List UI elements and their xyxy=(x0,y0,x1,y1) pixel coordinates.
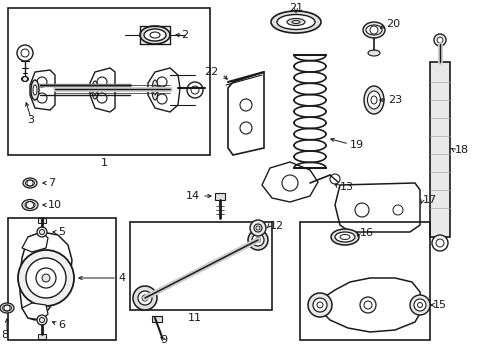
Bar xyxy=(38,218,46,223)
Polygon shape xyxy=(22,232,48,252)
Ellipse shape xyxy=(33,85,37,95)
Text: 8: 8 xyxy=(1,330,9,340)
Circle shape xyxy=(359,297,375,313)
Ellipse shape xyxy=(140,26,170,44)
Circle shape xyxy=(17,45,33,61)
Bar xyxy=(130,222,271,310)
Circle shape xyxy=(433,34,445,46)
Ellipse shape xyxy=(334,232,354,242)
Ellipse shape xyxy=(367,91,380,109)
Circle shape xyxy=(37,315,47,325)
Text: 5: 5 xyxy=(58,227,65,237)
Text: 14: 14 xyxy=(185,191,200,201)
Text: 10: 10 xyxy=(48,200,62,210)
Polygon shape xyxy=(148,68,180,112)
Circle shape xyxy=(133,286,157,310)
Text: 18: 18 xyxy=(454,145,468,155)
Ellipse shape xyxy=(276,14,314,30)
Text: 17: 17 xyxy=(422,195,436,205)
Text: 6: 6 xyxy=(58,320,65,330)
Circle shape xyxy=(37,227,47,237)
Ellipse shape xyxy=(23,178,37,188)
Text: 3: 3 xyxy=(27,115,35,125)
Text: 11: 11 xyxy=(187,313,202,323)
Circle shape xyxy=(42,274,50,282)
Ellipse shape xyxy=(367,50,379,56)
Ellipse shape xyxy=(22,199,38,211)
Circle shape xyxy=(307,293,331,317)
Circle shape xyxy=(329,174,339,184)
Text: 12: 12 xyxy=(269,221,284,231)
Polygon shape xyxy=(22,303,48,320)
Text: 7: 7 xyxy=(48,178,55,188)
Polygon shape xyxy=(334,183,419,232)
Ellipse shape xyxy=(31,80,39,100)
Ellipse shape xyxy=(363,86,383,114)
Text: 15: 15 xyxy=(432,300,446,310)
Circle shape xyxy=(18,250,74,306)
Ellipse shape xyxy=(365,25,381,35)
Circle shape xyxy=(431,235,447,251)
Circle shape xyxy=(413,299,425,311)
Ellipse shape xyxy=(270,11,320,33)
Text: 4: 4 xyxy=(118,273,125,283)
Polygon shape xyxy=(90,68,115,112)
Polygon shape xyxy=(20,232,72,320)
Ellipse shape xyxy=(2,305,12,311)
Ellipse shape xyxy=(93,86,96,95)
Bar xyxy=(8,8,209,155)
Text: 1: 1 xyxy=(101,158,107,168)
Text: 19: 19 xyxy=(349,140,364,150)
Circle shape xyxy=(249,220,265,236)
Bar xyxy=(8,218,116,340)
Text: 13: 13 xyxy=(339,182,353,192)
Text: 20: 20 xyxy=(385,19,399,29)
Polygon shape xyxy=(227,72,264,155)
Ellipse shape xyxy=(330,229,358,245)
Ellipse shape xyxy=(25,180,35,186)
Circle shape xyxy=(251,234,264,246)
Circle shape xyxy=(26,258,66,298)
Circle shape xyxy=(409,295,429,315)
Circle shape xyxy=(186,82,203,98)
Bar xyxy=(299,222,429,340)
Text: 9: 9 xyxy=(160,335,167,345)
Bar xyxy=(38,334,46,339)
Ellipse shape xyxy=(153,85,156,95)
Ellipse shape xyxy=(286,18,305,26)
Text: 2: 2 xyxy=(181,30,188,40)
Ellipse shape xyxy=(25,202,35,208)
Ellipse shape xyxy=(0,303,14,313)
Ellipse shape xyxy=(21,77,28,81)
Bar xyxy=(429,62,449,237)
Circle shape xyxy=(247,230,267,250)
Circle shape xyxy=(312,298,326,312)
Polygon shape xyxy=(317,278,421,332)
Ellipse shape xyxy=(152,80,158,100)
Circle shape xyxy=(138,291,152,305)
Text: 22: 22 xyxy=(203,67,218,77)
Bar xyxy=(215,193,224,200)
Polygon shape xyxy=(30,70,55,110)
Bar xyxy=(152,316,162,322)
Ellipse shape xyxy=(143,29,165,41)
Ellipse shape xyxy=(92,81,98,99)
Text: 23: 23 xyxy=(387,95,401,105)
Polygon shape xyxy=(262,162,317,202)
Text: 21: 21 xyxy=(288,3,303,13)
Text: 16: 16 xyxy=(359,228,373,238)
Ellipse shape xyxy=(362,22,384,38)
